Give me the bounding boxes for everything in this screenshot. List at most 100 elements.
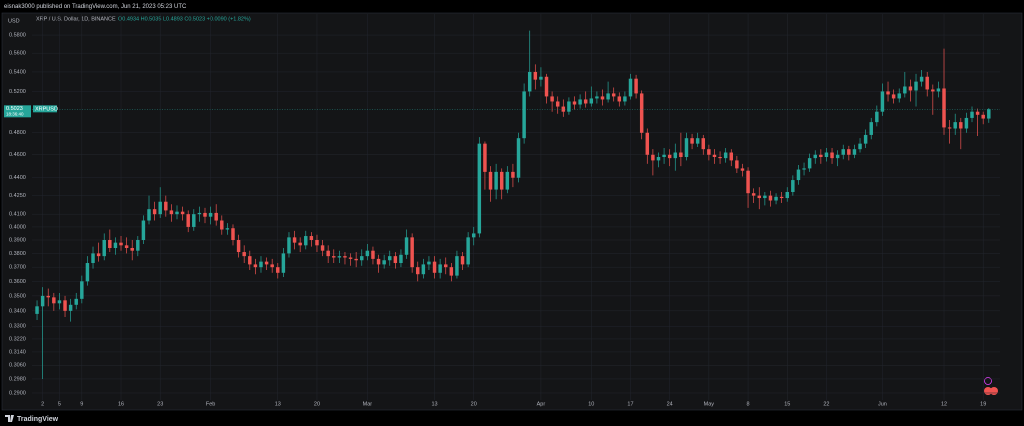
x-tick-label: 20 <box>314 401 320 407</box>
x-tick-label: 13 <box>431 401 437 407</box>
candle-body <box>667 154 672 159</box>
candle-body <box>253 264 258 268</box>
candle-body <box>875 111 879 123</box>
x-tick-label: 2 <box>41 401 44 407</box>
candle-body <box>539 76 543 80</box>
y-tick-label: 0.5200 <box>9 89 26 95</box>
candle-body <box>337 256 342 258</box>
candle-body <box>522 91 526 139</box>
y-tick-label: 0.2900 <box>9 390 26 396</box>
candle-body <box>102 240 106 257</box>
candle-body <box>796 169 801 181</box>
candle-body <box>987 109 991 119</box>
countdown: 18:36:40 <box>6 112 24 117</box>
y-tick-label: 0.3500 <box>9 293 26 299</box>
candle-body <box>964 117 969 129</box>
tv-logo <box>5 415 14 422</box>
candle-body <box>85 263 90 282</box>
y-tick-label: 0.4100 <box>9 212 26 218</box>
candle-body <box>169 210 174 215</box>
candle-body <box>365 250 370 257</box>
candle-body <box>197 212 202 215</box>
candle-body <box>231 228 235 241</box>
x-tick-label: 16 <box>118 401 124 407</box>
candle-body <box>63 300 67 311</box>
candle-body <box>220 220 224 230</box>
candle-body <box>57 300 62 304</box>
candle-body <box>203 212 207 217</box>
x-tick-label: Jun <box>878 401 887 407</box>
y-tick-label: 0.3300 <box>9 324 26 330</box>
candle-body <box>595 96 599 99</box>
candle-body <box>320 245 325 251</box>
candle-body <box>639 93 644 133</box>
candle-body <box>695 138 700 144</box>
y-tick-label: 0.3060 <box>9 363 26 369</box>
x-tick-label: 15 <box>784 401 790 407</box>
candle-body <box>858 143 862 150</box>
x-tick-label: 20 <box>471 401 477 407</box>
candle-body <box>499 171 504 190</box>
candle-body <box>830 152 834 159</box>
last-price-tag <box>4 105 31 118</box>
candle-body <box>248 256 252 265</box>
candle-body <box>802 168 806 170</box>
candle-body <box>735 160 739 169</box>
x-tick-label: 19 <box>980 401 986 407</box>
candle-body <box>281 253 286 273</box>
x-tick-label: 22 <box>823 401 829 407</box>
y-tick-label: 0.4000 <box>9 224 26 230</box>
candle-body <box>404 237 409 255</box>
candle-body <box>567 101 571 112</box>
x-tick-label: 12 <box>941 401 947 407</box>
candle-body <box>35 306 39 314</box>
candle-body <box>119 242 123 246</box>
candle-body <box>852 149 857 155</box>
candle-body <box>46 295 50 298</box>
y-axis-label: USD <box>8 18 20 24</box>
candle-body <box>264 261 269 265</box>
candle-body <box>96 253 101 257</box>
x-tick-label: Feb <box>206 401 215 407</box>
candle-body <box>729 152 734 161</box>
candle-body <box>544 76 549 97</box>
candle-body <box>931 89 935 92</box>
candle-body <box>774 196 778 201</box>
candle-body <box>511 171 515 178</box>
candle-body <box>208 212 213 217</box>
candle-body <box>651 154 655 161</box>
candle-body <box>863 134 868 144</box>
y-tick-label: 0.3800 <box>9 251 26 257</box>
candle-body <box>242 252 246 257</box>
candle-body <box>410 237 414 268</box>
candle-body <box>835 154 840 159</box>
candle-body <box>40 295 45 307</box>
candle-body <box>757 195 761 199</box>
candle-body <box>236 240 241 253</box>
candle-body <box>981 114 985 119</box>
candle-body <box>673 152 678 159</box>
y-tick-label: 0.3600 <box>9 279 26 285</box>
candle-body <box>712 154 717 158</box>
candle-body <box>886 91 890 95</box>
candle-body <box>136 240 140 251</box>
candle-body <box>617 96 622 102</box>
x-tick-label: Apr <box>537 401 546 407</box>
candle-body <box>124 245 129 249</box>
candle-body <box>388 256 392 261</box>
candle-body <box>152 209 157 215</box>
candle-body <box>914 81 918 91</box>
candle-body <box>947 127 952 129</box>
candle-body <box>175 211 179 215</box>
y-tick-label: 0.3400 <box>9 308 26 314</box>
candle-body <box>824 152 829 158</box>
candle-body <box>68 304 73 311</box>
candle-body <box>751 193 756 196</box>
candle-body <box>763 195 767 199</box>
candle-body <box>371 250 375 259</box>
candle-body <box>438 264 442 273</box>
candle-body <box>746 170 750 194</box>
candle-body <box>158 201 162 215</box>
candle-body <box>416 267 420 275</box>
chart-title: XRP / U.S. Dollar, 1D, BINANCE <box>36 16 116 22</box>
